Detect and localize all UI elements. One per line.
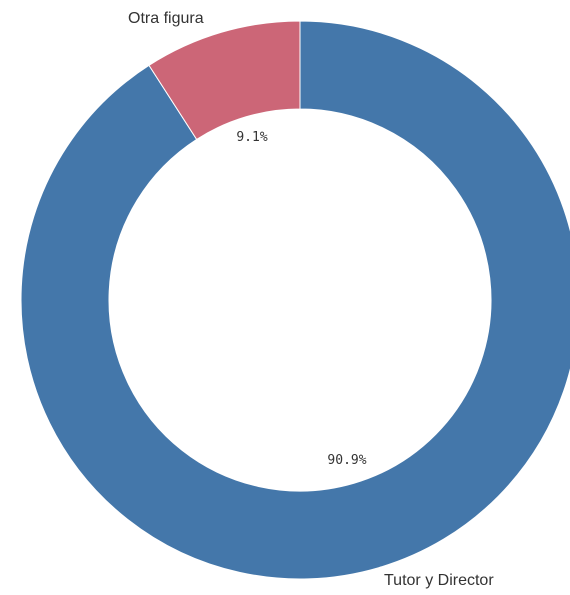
category-label-tutor-y-director: Tutor y Director xyxy=(384,572,494,589)
donut-slices xyxy=(20,20,570,580)
slice-otra-figura[interactable] xyxy=(148,20,301,141)
category-label-otra-figura: Otra figura xyxy=(128,10,204,27)
data-label-otra-figura: 9.1% xyxy=(236,130,267,145)
slice-tutor-y-director[interactable] xyxy=(20,20,570,580)
data-label-tutor-y-director: 90.9% xyxy=(327,453,366,468)
